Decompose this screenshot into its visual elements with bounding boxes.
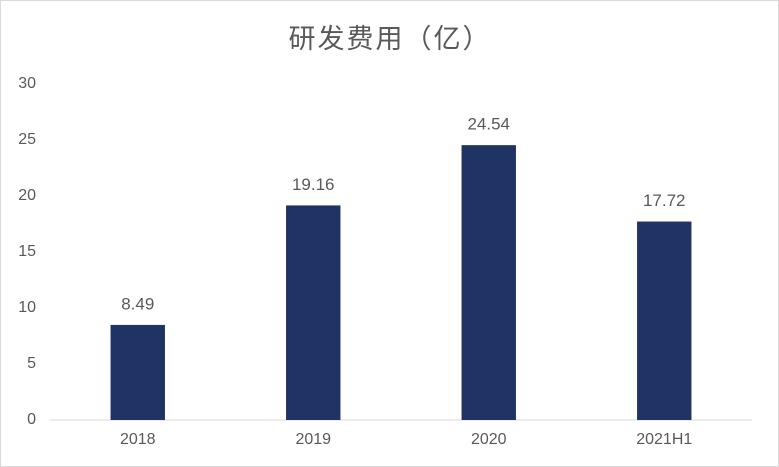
bar	[637, 221, 692, 420]
y-tick-label: 20	[18, 187, 36, 204]
y-tick-label: 10	[18, 299, 36, 316]
bar	[286, 205, 341, 420]
y-tick-label: 5	[27, 355, 36, 372]
y-tick-label: 25	[18, 131, 36, 148]
value-label: 17.72	[643, 191, 686, 210]
y-tick-label: 0	[27, 411, 36, 428]
value-label: 19.16	[292, 175, 335, 194]
chart-title: 研发费用（亿）	[289, 24, 492, 54]
value-label: 24.54	[467, 115, 510, 134]
bar	[461, 145, 516, 421]
bar	[110, 324, 165, 420]
x-tick-label: 2018	[120, 431, 156, 448]
x-tick-label: 2020	[471, 431, 507, 448]
y-tick-label: 30	[18, 75, 36, 92]
y-tick-label: 15	[18, 243, 36, 260]
value-label: 8.49	[121, 294, 154, 313]
x-tick-label: 2019	[295, 431, 331, 448]
x-tick-label: 2021H1	[636, 431, 692, 448]
